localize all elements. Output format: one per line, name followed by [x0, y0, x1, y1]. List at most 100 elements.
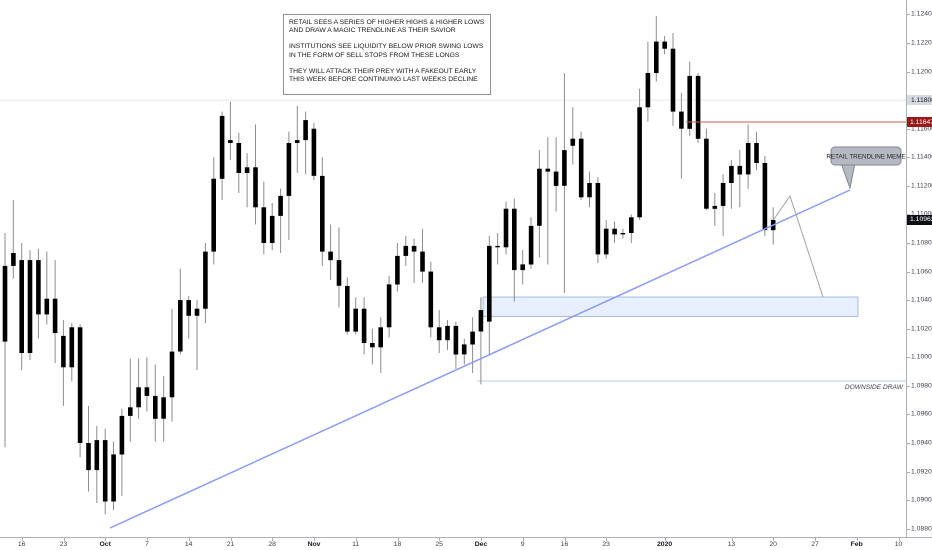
price-label: 1.11400: [911, 153, 932, 161]
time-tick: [773, 538, 775, 541]
price-tick: [907, 128, 910, 130]
price-label: 1.09800: [911, 382, 932, 390]
price-tick: [907, 243, 910, 244]
price-badge-last: 1.10962: [907, 214, 932, 225]
time-tick: [105, 538, 107, 541]
price-tick: [907, 357, 910, 359]
time-label: 23: [59, 541, 68, 548]
price-tick: [907, 328, 910, 330]
price-label: 1.09600: [911, 410, 932, 418]
time-tick: [272, 538, 274, 541]
time-axis[interactable]: 16 23 Oct 7 14 21 28 Nov 11 18 25 Dec 9 16 23 2020 13 20 2…: [0, 537, 932, 550]
time-label: 21: [226, 541, 235, 548]
time-label: 23: [602, 541, 610, 548]
callout-tail: [840, 162, 856, 190]
price-tick: [907, 500, 910, 502]
callout-label: RETAIL TRENDLINE MEME: [826, 153, 905, 160]
time-label: 16: [17, 541, 26, 548]
annotation-line: THIS WEEK BEFORE CONTINUING LAST WEEKS D…: [289, 76, 478, 84]
price-badge-red: 1.11647: [907, 117, 932, 127]
time-label: 25: [435, 541, 443, 548]
time-label: 28: [268, 541, 276, 548]
price-label: 1.10200: [911, 325, 932, 333]
time-tick: [63, 538, 65, 541]
price-label: 1.11600: [911, 125, 932, 133]
time-label: 7: [145, 541, 149, 548]
annotation-paragraph: INSTITUTIONS SEE LIQUIDITY BELOW PRIOR S…: [289, 43, 485, 59]
price-tick: [907, 185, 910, 187]
time-tick: [898, 538, 900, 541]
time-label: Nov: [307, 541, 321, 548]
time-tick: [731, 538, 733, 541]
annotation-text-box[interactable]: RETAIL SEES A SERIES OF HIGHER HIGHS & H…: [283, 14, 491, 96]
price-axis[interactable]: 1.12400 1.12200 1.12000 1.11800 1.11600 1.114…: [906, 0, 932, 537]
price-tick: [907, 71, 910, 73]
time-label: Feb: [850, 541, 863, 548]
time-tick: [606, 538, 608, 541]
price-tick: [907, 414, 910, 416]
liquidity-zone[interactable]: [482, 296, 859, 317]
trendline-callout[interactable]: RETAIL TRENDLINE MEME: [826, 146, 906, 190]
price-label: 1.12200: [911, 39, 932, 47]
price-label: 1.10600: [911, 268, 932, 276]
trendline[interactable]: [109, 189, 851, 529]
annotation-paragraph: THEY WILL ATTACK THEIR PREY WITH A FAKEO…: [289, 68, 485, 84]
time-tick: [481, 538, 482, 541]
price-tick: [907, 528, 910, 530]
time-label: Oct: [99, 541, 111, 548]
price-label: 1.09400: [911, 439, 932, 447]
time-tick: [856, 538, 858, 541]
time-tick: [439, 538, 441, 541]
time-label: 16: [560, 541, 569, 548]
price-tick: [907, 300, 910, 302]
price-label: 1.10400: [911, 296, 932, 304]
price-tick: [907, 14, 910, 16]
price-tick: [907, 43, 910, 44]
price-tick: [907, 471, 910, 473]
time-tick: [564, 538, 566, 541]
price-label: 1.10800: [911, 239, 932, 247]
downside-draw-label: DOWNSIDE DRAW: [845, 384, 904, 391]
time-label: 10: [894, 541, 903, 548]
price-label: 1.09000: [911, 496, 932, 504]
annotation-line: AND DRAW A MAGIC TRENDLINE AS THEIR SAVI…: [289, 27, 456, 35]
price-tick: [907, 443, 910, 444]
price-tick: [907, 271, 910, 273]
time-label: 14: [184, 541, 193, 548]
time-label: 11: [352, 541, 360, 548]
annotation-line: INSTITUTIONS SEE LIQUIDITY BELOW PRIOR S…: [289, 43, 484, 51]
price-label: 1.12400: [911, 10, 932, 18]
time-tick: [314, 538, 315, 541]
price-label: 1.08800: [911, 525, 932, 533]
price-label: 1.11000: [911, 211, 932, 218]
annotation-line: IN THE FORM OF SELL STOPS FROM THESE LON…: [289, 51, 460, 59]
downside-draw-line[interactable]: DOWNSIDE DRAW: [477, 380, 906, 391]
time-tick: [355, 538, 357, 541]
price-tick: [907, 157, 910, 159]
callout-bubble[interactable]: [830, 146, 902, 166]
time-label: 9: [520, 541, 525, 548]
time-tick: [664, 538, 666, 541]
price-label: 1.12000: [911, 68, 932, 76]
time-tick: [188, 538, 190, 541]
time-label: 13: [727, 541, 736, 548]
sell-stops-zone[interactable]: [482, 296, 859, 317]
time-tick: [522, 538, 524, 541]
annotation-line: RETAIL SEES A SERIES OF HIGHER HIGHS & H…: [289, 19, 485, 26]
annotation-paragraph: RETAIL SEES A SERIES OF HIGHER HIGHS & H…: [289, 19, 485, 35]
forecast-zigzag[interactable]: [773, 194, 824, 298]
annotation-line: THEY WILL ATTACK THEIR PREY WITH A FAKEO…: [289, 67, 477, 75]
time-label: 18: [393, 541, 402, 548]
time-label: 2020: [657, 541, 673, 548]
time-label: 27: [811, 541, 819, 548]
price-label: 1.10000: [911, 353, 932, 361]
time-label: 20: [769, 541, 777, 548]
price-tick: [907, 385, 910, 387]
time-tick: [397, 538, 399, 541]
price-label-highlighted: 1.11800: [907, 95, 932, 106]
time-tick: [147, 538, 148, 541]
price-label: 1.09200: [911, 468, 932, 476]
time-tick: [815, 538, 816, 541]
